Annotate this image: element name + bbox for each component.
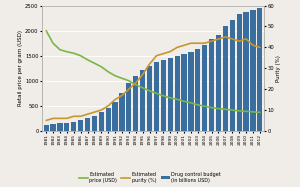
Bar (92, 116, 97, 131)
Bar (257, 8, 262, 131)
Bar (202, 45, 207, 131)
Bar (216, 35, 221, 131)
Bar (223, 27, 228, 131)
Bar (209, 39, 214, 131)
Y-axis label: Retail price per gram (USD): Retail price per gram (USD) (18, 30, 23, 106)
Bar (244, 12, 249, 131)
Bar (237, 14, 242, 131)
Bar (161, 60, 166, 131)
Bar (182, 54, 187, 131)
Bar (250, 10, 256, 131)
Bar (85, 118, 90, 131)
Bar (133, 76, 138, 131)
Bar (44, 125, 49, 131)
Bar (50, 124, 56, 131)
Bar (195, 50, 200, 131)
Bar (175, 56, 180, 131)
Bar (168, 58, 173, 131)
Bar (147, 66, 152, 131)
Bar (126, 83, 131, 131)
Bar (154, 62, 159, 131)
Bar (71, 122, 76, 131)
Bar (188, 52, 194, 131)
Bar (230, 20, 235, 131)
Bar (112, 102, 118, 131)
Bar (140, 70, 145, 131)
Bar (78, 120, 83, 131)
Bar (106, 108, 111, 131)
Bar (119, 93, 124, 131)
Y-axis label: Purity (%): Purity (%) (276, 55, 281, 82)
Legend: Estimated
price (USD), Estimated
purity (%), Drug control budget
(in billions US: Estimated price (USD), Estimated purity … (77, 170, 223, 185)
Bar (57, 123, 62, 131)
Bar (99, 112, 104, 131)
Bar (64, 122, 69, 131)
